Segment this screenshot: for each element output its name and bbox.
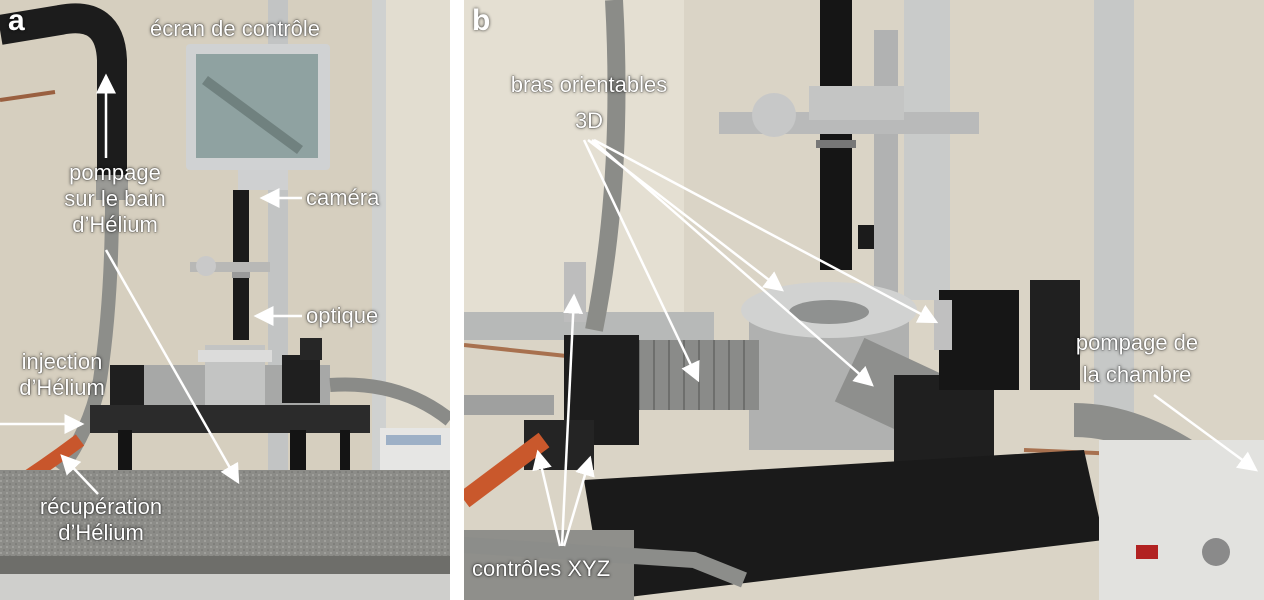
label-line: la chambre [1082,362,1192,387]
panel-a-letter: a [8,4,25,37]
label-camera: caméra [306,185,380,210]
label-controles-xyz: contrôles XYZ [472,556,611,581]
panel-b-photo: b bras orientables 3D pompage de la cham… [464,0,1264,600]
label-line: d’Hélium [72,212,158,237]
label-ecran-de-controle: écran de contrôle [150,16,320,41]
label-line: bras orientables [510,72,668,97]
label-line: d’Hélium [58,520,144,545]
label-injection-helium: injection d’Hélium [2,349,122,401]
label-line: pompage de [1075,330,1199,355]
label-line: sur le bain [64,186,166,211]
panel-b-letter: b [472,4,491,37]
label-optique: optique [306,303,379,328]
label-line: pompage [69,160,161,185]
panel-a-photo: a écran de contrôle pompage sur le bain … [0,0,450,600]
label-line: récupération [39,494,163,519]
label-line: d’Hélium [19,375,105,400]
label-line: 3D [574,108,604,133]
label-bras-orientables-3d: bras orientables 3D [474,72,704,134]
panel-a-scene [0,0,450,600]
label-line: injection [21,349,103,374]
label-recuperation-helium: récupération d’Hélium [16,494,186,546]
label-pompage-chambre: pompage de la chambre [1052,330,1222,388]
label-pompage-bain-helium: pompage sur le bain d’Hélium [40,160,190,238]
